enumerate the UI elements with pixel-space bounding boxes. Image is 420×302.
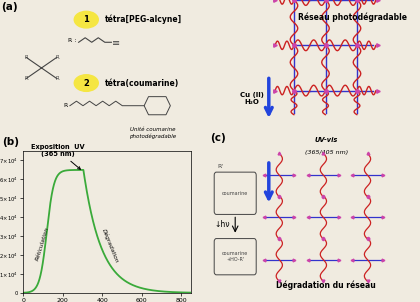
Text: 1: 1	[83, 15, 89, 24]
Text: Unité coumarine
photodégradable: Unité coumarine photodégradable	[129, 127, 176, 139]
Text: (365/405 nm): (365/405 nm)	[305, 150, 348, 155]
Text: tétra[PEG-alcyne]: tétra[PEG-alcyne]	[105, 15, 182, 24]
Text: Réseau photodégradable: Réseau photodégradable	[298, 12, 407, 21]
Circle shape	[74, 75, 98, 92]
Text: R: R	[24, 76, 28, 81]
Text: R: R	[24, 55, 28, 60]
Text: UV-vis: UV-vis	[315, 137, 338, 143]
Text: Dégradation: Dégradation	[101, 228, 119, 264]
Text: R: R	[55, 76, 59, 81]
Text: R :: R :	[68, 38, 76, 43]
Text: Cu (II)
H₂O: Cu (II) H₂O	[240, 92, 264, 105]
Text: 2: 2	[83, 79, 89, 88]
Text: ≡: ≡	[113, 37, 121, 48]
Text: Dégradation du réseau: Dégradation du réseau	[276, 281, 375, 290]
Text: R: R	[63, 103, 68, 108]
Text: ↓hν: ↓hν	[215, 220, 231, 230]
Text: (a): (a)	[1, 2, 18, 11]
Circle shape	[74, 11, 98, 28]
Text: Exposition  UV
(365 nm): Exposition UV (365 nm)	[31, 144, 84, 169]
Text: tétra(coumarine): tétra(coumarine)	[105, 79, 179, 88]
Text: R: R	[55, 55, 59, 60]
Text: (c): (c)	[210, 133, 226, 143]
Text: Réticulation: Réticulation	[35, 226, 50, 261]
Text: R': R'	[218, 164, 223, 169]
Text: coumarine
+HO-R': coumarine +HO-R'	[222, 251, 248, 262]
Text: (b): (b)	[2, 137, 19, 147]
Text: coumarine: coumarine	[222, 191, 248, 196]
